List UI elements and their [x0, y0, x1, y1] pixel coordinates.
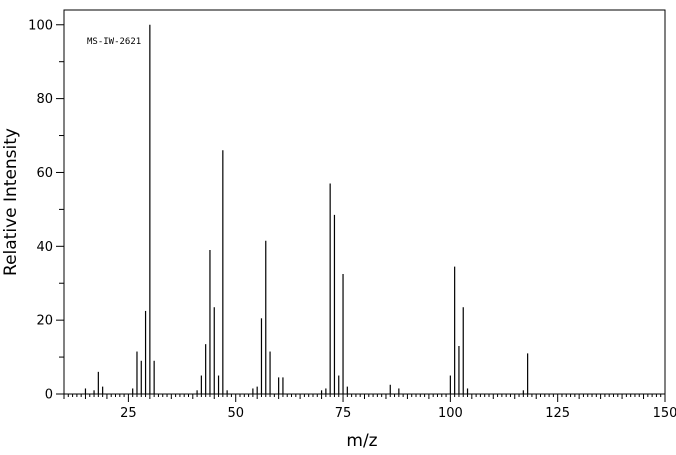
spectrum-id-annotation: MS-IW-2621: [87, 37, 141, 47]
y-tick-label: 0: [45, 388, 53, 403]
tick-labels: 25 50 75 100 125 150 0 20 40 60 80 100: [28, 18, 676, 421]
x-tick-label: 100: [438, 406, 463, 421]
x-tick-label: 125: [545, 406, 570, 421]
x-axis-title: m/z: [346, 431, 377, 451]
y-tick-label: 100: [28, 18, 53, 33]
y-tick-label: 40: [36, 240, 53, 255]
plot-frame: [63, 9, 666, 395]
y-tick-label: 60: [36, 166, 53, 181]
axis-ticks: [56, 24, 666, 402]
x-tick-label: 25: [120, 406, 137, 421]
x-tick-label: 50: [227, 406, 244, 421]
y-axis-title: Relative Intensity: [1, 128, 21, 276]
spectrum-peaks: [84, 24, 529, 394]
x-tick-label: 75: [335, 406, 352, 421]
y-tick-label: 20: [36, 314, 53, 329]
x-tick-label: 150: [653, 406, 676, 421]
y-tick-label: 80: [36, 92, 53, 107]
